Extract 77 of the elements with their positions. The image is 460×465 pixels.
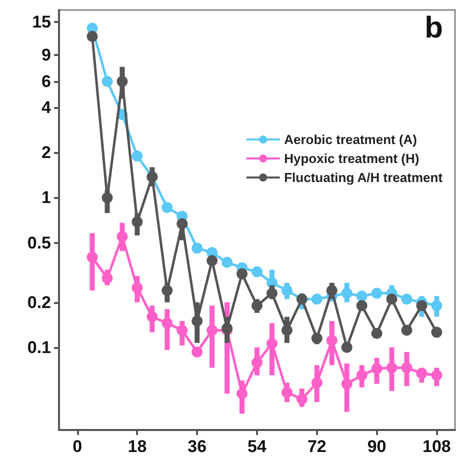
point (341, 288, 352, 299)
point (356, 290, 368, 302)
point (386, 362, 398, 374)
point (356, 370, 368, 381)
point (192, 315, 203, 326)
x-tick-label: 18 (128, 437, 147, 456)
point (252, 266, 262, 278)
point (236, 388, 248, 400)
point (341, 342, 352, 353)
point (371, 328, 382, 339)
point (206, 324, 218, 336)
point (401, 324, 412, 336)
point (252, 300, 262, 312)
point (266, 338, 278, 350)
point (281, 284, 292, 296)
x-tick-label: 90 (367, 437, 386, 456)
x-tick-label: 72 (307, 437, 326, 456)
point (192, 346, 203, 358)
point (341, 378, 352, 390)
point (176, 218, 188, 230)
point (431, 370, 442, 381)
point (86, 30, 98, 42)
point (266, 288, 278, 299)
point (86, 252, 98, 263)
point (132, 216, 143, 228)
point (416, 368, 428, 379)
legend-label: Fluctuating A/H treatment (284, 170, 444, 185)
point (296, 394, 308, 405)
point (236, 268, 248, 280)
y-tick-label: 0.5 (27, 233, 51, 252)
y-tick-label: 0.2 (27, 292, 51, 312)
point (326, 335, 338, 346)
point (401, 294, 412, 305)
point (132, 282, 143, 294)
point (132, 150, 143, 162)
x-tick-label: 36 (188, 437, 207, 456)
point (356, 300, 368, 312)
x-tick-label: 54 (248, 437, 267, 456)
point (311, 377, 322, 388)
y-tick-label: 4 (42, 98, 52, 118)
y-tick-label: 1 (42, 188, 51, 208)
point (431, 326, 442, 338)
point (116, 76, 128, 87)
x-tick-label: 108 (422, 437, 451, 456)
point (116, 231, 128, 242)
point (222, 256, 233, 268)
point (386, 294, 398, 305)
point (162, 318, 173, 329)
point (431, 300, 442, 312)
y-tick-label: 0.1 (27, 338, 51, 357)
point (102, 76, 113, 87)
point (206, 255, 218, 266)
point (416, 300, 428, 312)
point (371, 363, 382, 374)
point (102, 272, 113, 284)
legend-label: Hypoxic treatment (H) (284, 151, 420, 166)
point (371, 288, 382, 299)
point (176, 324, 188, 336)
legend-label: Aerobic treatment (A) (284, 132, 418, 147)
point (311, 294, 322, 305)
point (311, 332, 322, 344)
y-tick-label: 6 (42, 72, 51, 91)
point (281, 386, 292, 398)
point (146, 311, 158, 322)
point (162, 202, 173, 214)
point (162, 284, 173, 296)
point (252, 357, 262, 368)
x-tick-label: 0 (72, 437, 82, 456)
chart-title: b (424, 12, 444, 44)
point (281, 324, 292, 336)
y-tick-label: 9 (42, 46, 51, 65)
y-tick-label: 2 (42, 143, 51, 162)
point (192, 242, 203, 254)
point (326, 284, 338, 296)
y-tick-label: 15 (32, 12, 51, 32)
point (102, 192, 113, 204)
point (401, 362, 412, 374)
